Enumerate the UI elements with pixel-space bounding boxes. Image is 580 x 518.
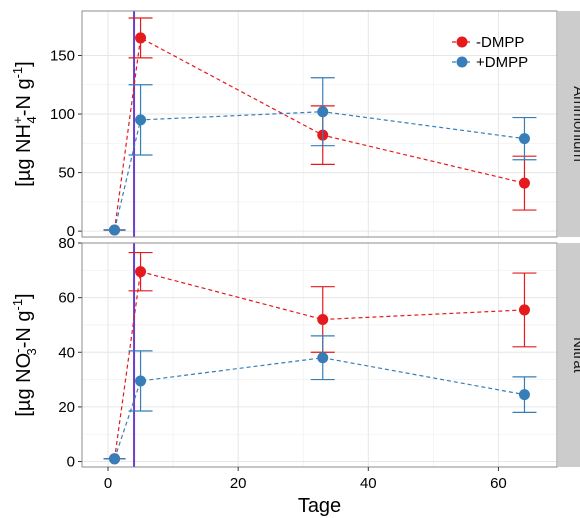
y-tick-label: 50 <box>58 165 75 182</box>
legend-key-point <box>456 56 468 68</box>
data-point <box>135 32 147 44</box>
y-axis-title-part: - <box>10 349 25 353</box>
y-axis-title-part: -N g <box>13 310 35 348</box>
y-tick-label: 80 <box>58 235 75 252</box>
y-axis-title-part: + <box>10 116 25 124</box>
data-point <box>135 266 147 278</box>
y-axis-title-part: 4 <box>24 116 39 123</box>
x-tick-label: 60 <box>490 475 507 492</box>
data-point <box>317 352 329 364</box>
facet-strip-label: Ammonium <box>570 86 580 162</box>
x-tick-label: 0 <box>104 475 112 492</box>
data-point <box>317 106 329 118</box>
y-tick-label: 20 <box>58 399 75 416</box>
data-point <box>317 313 329 325</box>
facet-strip-label: Nitrat <box>570 337 580 374</box>
y-tick-label: 40 <box>58 344 75 361</box>
data-point <box>109 224 121 236</box>
data-point <box>109 453 121 465</box>
legend-label: +DMPP <box>476 54 528 71</box>
data-point <box>135 114 147 126</box>
y-axis-title-part: -N g <box>13 78 35 116</box>
facet-strip <box>558 11 580 237</box>
data-point <box>518 389 530 401</box>
y-tick-label: 0 <box>67 223 75 240</box>
series-line <box>113 36 525 231</box>
y-axis-title-part: -1 <box>10 67 25 79</box>
y-axis-title-part: ] <box>13 61 35 67</box>
y-tick-label: 0 <box>67 454 75 471</box>
data-point <box>518 177 530 189</box>
legend-key-point <box>456 36 468 48</box>
series-line <box>113 111 525 231</box>
data-point <box>518 304 530 316</box>
y-axis-title-part: [µg NO <box>13 353 35 417</box>
facet-strip <box>558 243 580 467</box>
y-tick-label: 100 <box>50 106 75 123</box>
y-axis-title: [µg NO-3-N g-1] <box>10 293 39 416</box>
data-point <box>135 375 147 387</box>
y-axis-title-part: ] <box>13 293 35 299</box>
x-axis-title: Tage <box>298 495 341 517</box>
panel-border <box>81 242 558 468</box>
y-axis-title: [µg NH+4-N g-1] <box>10 61 39 186</box>
y-axis-title-part: [µg NH <box>13 124 35 187</box>
data-point <box>518 133 530 145</box>
panel-border <box>81 10 558 238</box>
x-tick-label: 20 <box>230 475 247 492</box>
y-tick-label: 60 <box>58 290 75 307</box>
legend-label: -DMPP <box>476 34 524 51</box>
y-axis-title-part: -1 <box>10 299 25 311</box>
y-tick-label: 150 <box>50 47 75 64</box>
series-line <box>113 270 525 459</box>
x-tick-label: 40 <box>360 475 377 492</box>
y-axis-title-part: 3 <box>24 348 39 355</box>
